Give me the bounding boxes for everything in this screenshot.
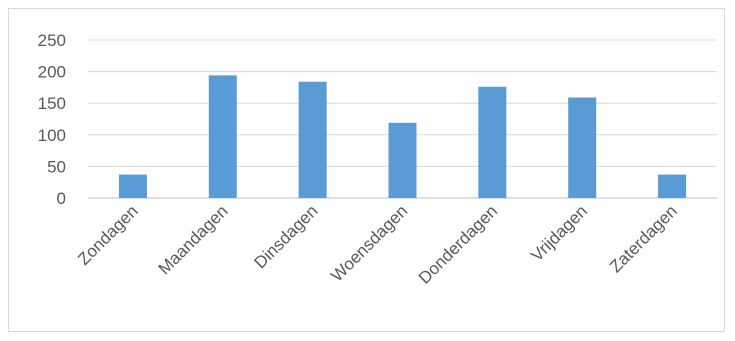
chart-area [8, 8, 725, 332]
x-category-label: Dinsdagen [251, 201, 322, 272]
bar-zaterdagen [658, 174, 687, 198]
x-category-label: Zondagen [74, 201, 142, 269]
bar-donderdagen [478, 86, 507, 198]
bars [118, 75, 687, 198]
y-tick-label: 100 [38, 126, 66, 145]
x-category-label: Zaterdagen [606, 201, 681, 276]
y-tick-label: 150 [38, 94, 66, 113]
y-axis-ticks: 0 50 100 150 200 250 [38, 31, 66, 208]
y-tick-label: 250 [38, 31, 66, 50]
bar-zondagen [118, 174, 147, 198]
x-category-label: Vrijdagen [527, 201, 591, 265]
x-category-label: Maandagen [155, 201, 232, 278]
gridlines [88, 39, 717, 199]
bar-woensdagen [388, 122, 417, 198]
bar-dinsdagen [298, 81, 327, 198]
y-tick-label: 50 [47, 157, 66, 176]
bar-vrijdagen [568, 97, 597, 198]
x-category-label: Donderdagen [415, 201, 501, 287]
y-tick-label: 200 [38, 63, 66, 82]
y-tick-label: 0 [57, 189, 66, 208]
bar-maandagen [208, 75, 237, 198]
x-axis-categories: Zondagen Maandagen Dinsdagen Woensdagen Dond… [74, 201, 681, 287]
x-category-label: Woensdagen [327, 201, 411, 285]
